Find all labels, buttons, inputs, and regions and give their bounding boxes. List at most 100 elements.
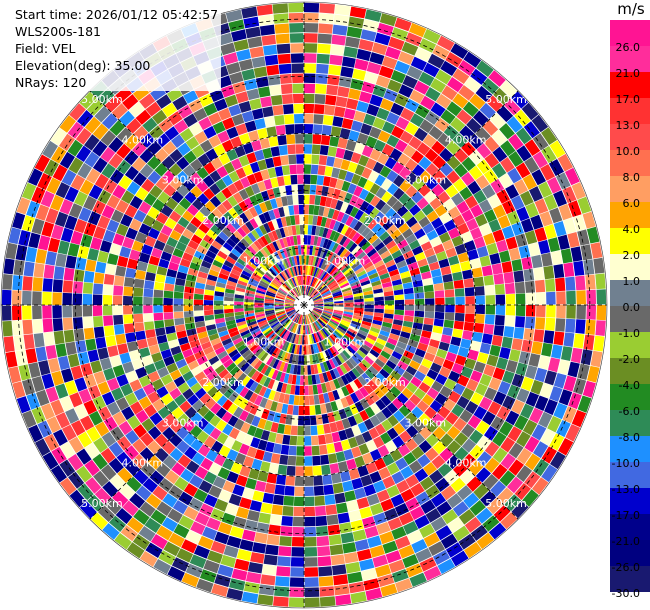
gate-cell [319, 586, 335, 597]
gate-cell [483, 275, 494, 286]
gate-cell [518, 351, 531, 365]
gate-cell [382, 476, 396, 489]
scan-info: Start time: 2026/01/12 05:42:57 WLS200s-… [12, 6, 222, 91]
gate-cell [478, 199, 493, 213]
gate-cell [278, 392, 286, 403]
gate-cell [280, 271, 288, 281]
gate-cell [341, 180, 351, 192]
gate-cell [426, 210, 439, 223]
gate-cell [304, 355, 308, 365]
gate-cell [371, 376, 382, 387]
gate-cell [327, 264, 336, 274]
gate-cell [414, 127, 428, 142]
gate-cell [565, 424, 581, 442]
gate-cell [421, 203, 434, 216]
gate-cell [354, 434, 366, 446]
gate-cell [476, 143, 492, 159]
gate-cell [436, 348, 448, 359]
gate-cell [521, 102, 539, 121]
gate-cell [525, 391, 539, 407]
gate-cell [333, 309, 344, 314]
gate-cell [247, 261, 257, 270]
gate-cell [493, 273, 504, 285]
gate-cell [291, 415, 299, 426]
gate-cell [264, 366, 272, 377]
gate-cell [412, 245, 424, 256]
gate-cell [110, 426, 125, 442]
gate-cell [274, 348, 282, 359]
gate-cell [8, 366, 22, 384]
range-ring-label: 4.00km [445, 457, 487, 470]
gate-cell [307, 314, 312, 324]
gate-cell [74, 218, 87, 234]
gate-cell [102, 523, 120, 540]
gate-cell [140, 462, 156, 477]
gate-cell [350, 519, 364, 532]
gate-cell [180, 468, 194, 483]
gate-cell [405, 438, 418, 452]
gate-cell [312, 215, 318, 226]
gate-cell [192, 399, 204, 412]
gate-cell [138, 375, 151, 388]
gate-cell [345, 139, 357, 152]
gate-cell [257, 159, 268, 171]
gate-cell [295, 144, 304, 154]
gate-cell [440, 533, 458, 549]
gate-cell [349, 381, 359, 392]
gate-cell [467, 349, 479, 361]
gate-cell [124, 204, 138, 218]
colorbar-swatch: 10.0 [610, 124, 650, 158]
gate-cell [413, 210, 426, 222]
gate-cell [356, 100, 369, 113]
gate-cell [361, 431, 373, 443]
gate-cell [196, 578, 214, 593]
gate-cell [284, 320, 292, 328]
gate-cell [215, 178, 227, 191]
gate-cell [283, 424, 292, 435]
range-ring-label: 2.00km [202, 376, 244, 389]
gate-cell [251, 458, 263, 471]
gate-cell [379, 272, 390, 280]
gate-cell [509, 349, 521, 362]
gate-cell [440, 266, 452, 276]
gate-cell [184, 406, 197, 419]
gate-cell [382, 321, 393, 329]
gate-cell [473, 322, 484, 333]
gate-cell [402, 282, 413, 289]
gate-cell [286, 363, 292, 374]
gate-cell [156, 525, 173, 541]
gate-cell [431, 183, 445, 197]
gate-cell [518, 245, 531, 259]
gate-cell [524, 156, 540, 174]
gate-cell [264, 306, 274, 310]
gate-cell [485, 305, 496, 315]
gate-cell [120, 214, 133, 227]
gate-cell [322, 312, 332, 317]
gate-cell [409, 204, 421, 216]
gate-cell [464, 313, 475, 323]
gate-cell [115, 333, 127, 345]
gate-cell [316, 363, 323, 374]
gate-cell [124, 277, 135, 288]
gate-cell [169, 369, 182, 381]
gate-cell [322, 351, 329, 361]
gate-cell [354, 335, 365, 343]
gate-cell [271, 380, 279, 391]
gate-cell [374, 32, 391, 46]
gate-cell [259, 262, 269, 272]
gate-cell [151, 378, 165, 391]
gate-cell [256, 4, 273, 16]
gate-cell [331, 472, 342, 484]
gate-cell [309, 288, 316, 297]
gate-cell [455, 296, 465, 305]
gate-cell [187, 334, 199, 343]
gate-cell [314, 302, 324, 304]
gate-cell [335, 273, 345, 282]
gate-cell [338, 408, 348, 420]
gate-cell [277, 291, 286, 297]
gate-cell [386, 195, 398, 208]
gate-cell [296, 446, 304, 456]
gate-cell [224, 305, 234, 310]
gate-cell [132, 438, 147, 454]
gate-cell [274, 325, 283, 333]
